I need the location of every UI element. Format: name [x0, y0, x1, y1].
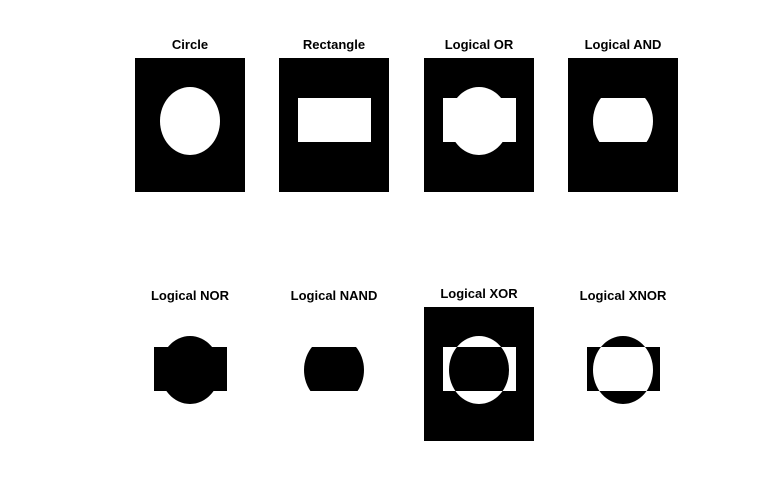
- panel-title: Rectangle: [302, 37, 366, 52]
- logical-nor-image: [135, 307, 245, 441]
- panel-title: Logical XNOR: [579, 288, 667, 303]
- logical-and-image: [568, 58, 678, 192]
- rectangle-image: [279, 58, 389, 192]
- circle-region: [160, 87, 220, 155]
- logical-or-image: [424, 58, 534, 192]
- panel-logical-and: Logical AND: [568, 37, 678, 192]
- rectangle-region: [443, 98, 516, 142]
- rectangle-region: [154, 347, 227, 391]
- logical-nand-image: [279, 307, 389, 441]
- panel-circle: Circle: [135, 37, 245, 192]
- intersection-region: [304, 347, 364, 391]
- intersection-region: [449, 347, 509, 391]
- intersection-region: [593, 347, 653, 391]
- panel-title: Circle: [171, 37, 209, 52]
- panel-logical-xnor: Logical XNOR: [568, 288, 678, 441]
- logical-xnor-image: [568, 307, 678, 441]
- intersection-region: [593, 98, 653, 142]
- panel-logical-or: Logical OR: [424, 37, 534, 192]
- rectangle-region: [298, 98, 371, 142]
- panel-rectangle: Rectangle: [279, 37, 389, 192]
- panel-title: Logical AND: [584, 37, 662, 52]
- panel-title: Logical XOR: [440, 286, 518, 301]
- panel-logical-nand: Logical NAND: [279, 288, 389, 441]
- panel-title: Logical OR: [444, 37, 514, 52]
- panel-logical-nor: Logical NOR: [135, 288, 245, 441]
- logical-xor-image: [424, 307, 534, 441]
- panel-title: Logical NOR: [150, 288, 229, 303]
- panel-title: Logical NAND: [290, 288, 378, 303]
- panel-logical-xor: Logical XOR: [424, 286, 534, 441]
- circle-image: [135, 58, 245, 192]
